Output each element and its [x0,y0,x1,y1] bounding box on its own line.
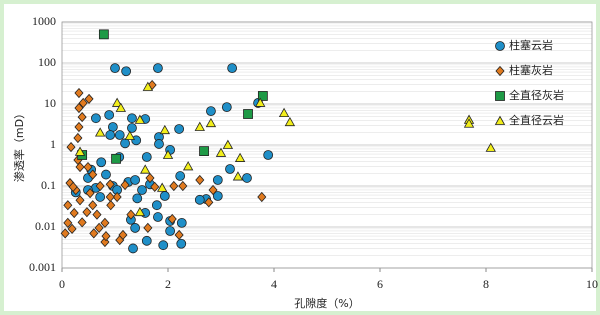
point [131,176,140,185]
y-tick-label: 0.1 [41,178,56,192]
point [101,170,110,179]
point [96,192,105,201]
legend-marker [496,42,505,51]
point [176,172,185,181]
legend-label: 柱塞云岩 [509,38,553,52]
point [108,122,117,131]
legend-label: 柱塞灰岩 [509,63,553,77]
page: {"chart_data": {"type": "scatter", "x_la… [0,0,600,315]
legend-label: 全直径云岩 [509,113,564,127]
point [244,110,253,119]
point [154,139,163,148]
point [97,158,106,167]
point [166,226,175,235]
point [242,173,251,182]
x-tick-label: 0 [59,277,65,291]
point [138,185,147,194]
point [131,223,140,232]
y-tick-label: 100 [38,55,56,69]
point [160,192,169,201]
y-axis-label: 渗透率（mD） [12,108,26,182]
y-tick-label: 1 [50,137,56,151]
point [129,244,138,253]
point [99,30,108,39]
y-tick-label: 0.001 [29,260,56,274]
point [127,123,136,132]
y-tick-label: 0.01 [35,219,56,233]
x-tick-label: 10 [586,277,598,291]
point [264,151,273,160]
point [226,164,235,173]
x-axis-label: 孔隙度（%） [294,296,359,310]
point [177,218,186,227]
y-tick-label: 10 [44,96,56,110]
x-tick-label: 6 [377,277,383,291]
point [200,147,209,156]
point [121,139,130,148]
point [228,64,237,73]
point [213,176,222,185]
point [195,195,204,204]
x-tick-label: 2 [165,277,171,291]
x-tick-label: 4 [271,277,277,291]
point [91,114,100,123]
point [142,236,151,245]
point [127,114,136,123]
point [115,131,124,140]
point [153,213,162,222]
point [133,194,142,203]
point [112,154,121,163]
point [206,107,215,116]
point [177,239,186,248]
legend-label: 全直径灰岩 [509,88,564,102]
legend-marker [496,92,505,101]
point [106,131,115,140]
point [122,67,131,76]
point [105,110,114,119]
x-tick-label: 8 [483,277,489,291]
point [159,241,168,250]
point [142,152,151,161]
point [111,64,120,73]
point [222,103,231,112]
y-tick-label: 1000 [32,14,56,28]
chart: 孔隙度（%） 渗透率（mD） 0.001 0.01 0.1 1 10 100 1000 0 2 4… [0,0,600,315]
point [175,124,184,133]
point [152,201,161,210]
point [153,64,162,73]
